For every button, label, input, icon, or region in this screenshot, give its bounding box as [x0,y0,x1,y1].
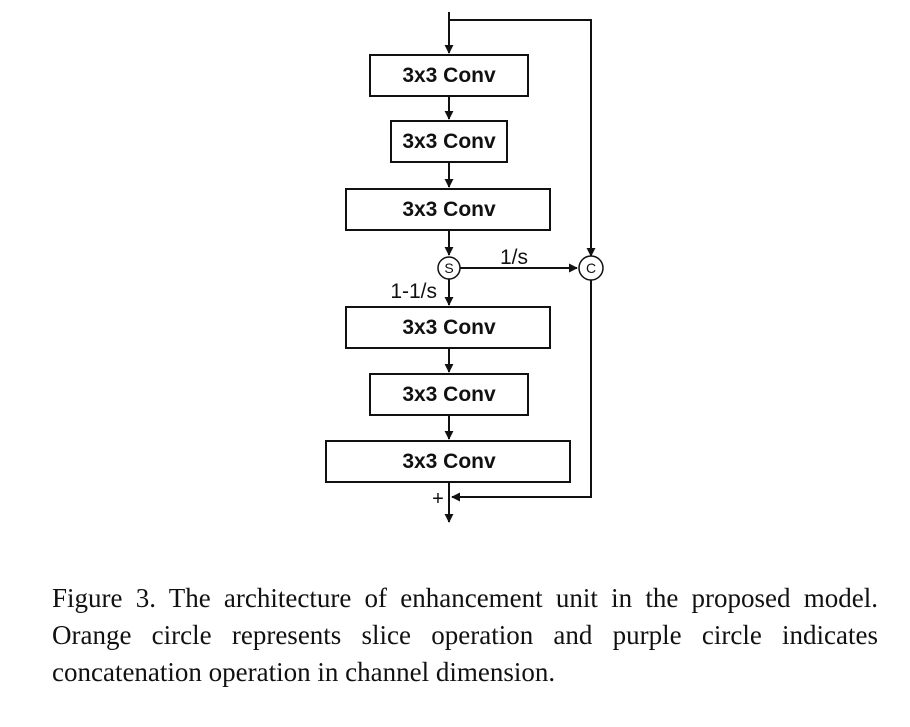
slice-node-label: S [444,260,453,276]
conv-block-2 [390,120,508,163]
conv-block-3-label: 3x3 Conv [402,198,496,221]
concat-node-label: C [586,260,596,276]
conv-block-1-label: 3x3 Conv [402,64,496,87]
conv-block-5 [369,373,529,416]
edge-label-slice-next: 1-1/s [390,280,437,303]
conv-block-1 [369,54,529,97]
conv-block-6-label: 3x3 Conv [402,450,496,473]
edge-label-slice-concat: 1/s [500,246,528,269]
architecture-diagram: 3x3 Conv 3x3 Conv 3x3 Conv S 1/s C 1-1/s… [325,12,604,523]
skip-connection-to-concat [449,19,596,257]
figure-caption: Figure 3. The architecture of enhancemen… [52,583,878,687]
conv-block-3 [345,188,551,231]
conv-block-4-label: 3x3 Conv [402,316,496,339]
conv-block-2-label: 3x3 Conv [402,130,496,153]
arrow-concat-add [451,280,592,502]
conv-block-5-label: 3x3 Conv [402,383,496,406]
add-node: + [432,488,444,510]
